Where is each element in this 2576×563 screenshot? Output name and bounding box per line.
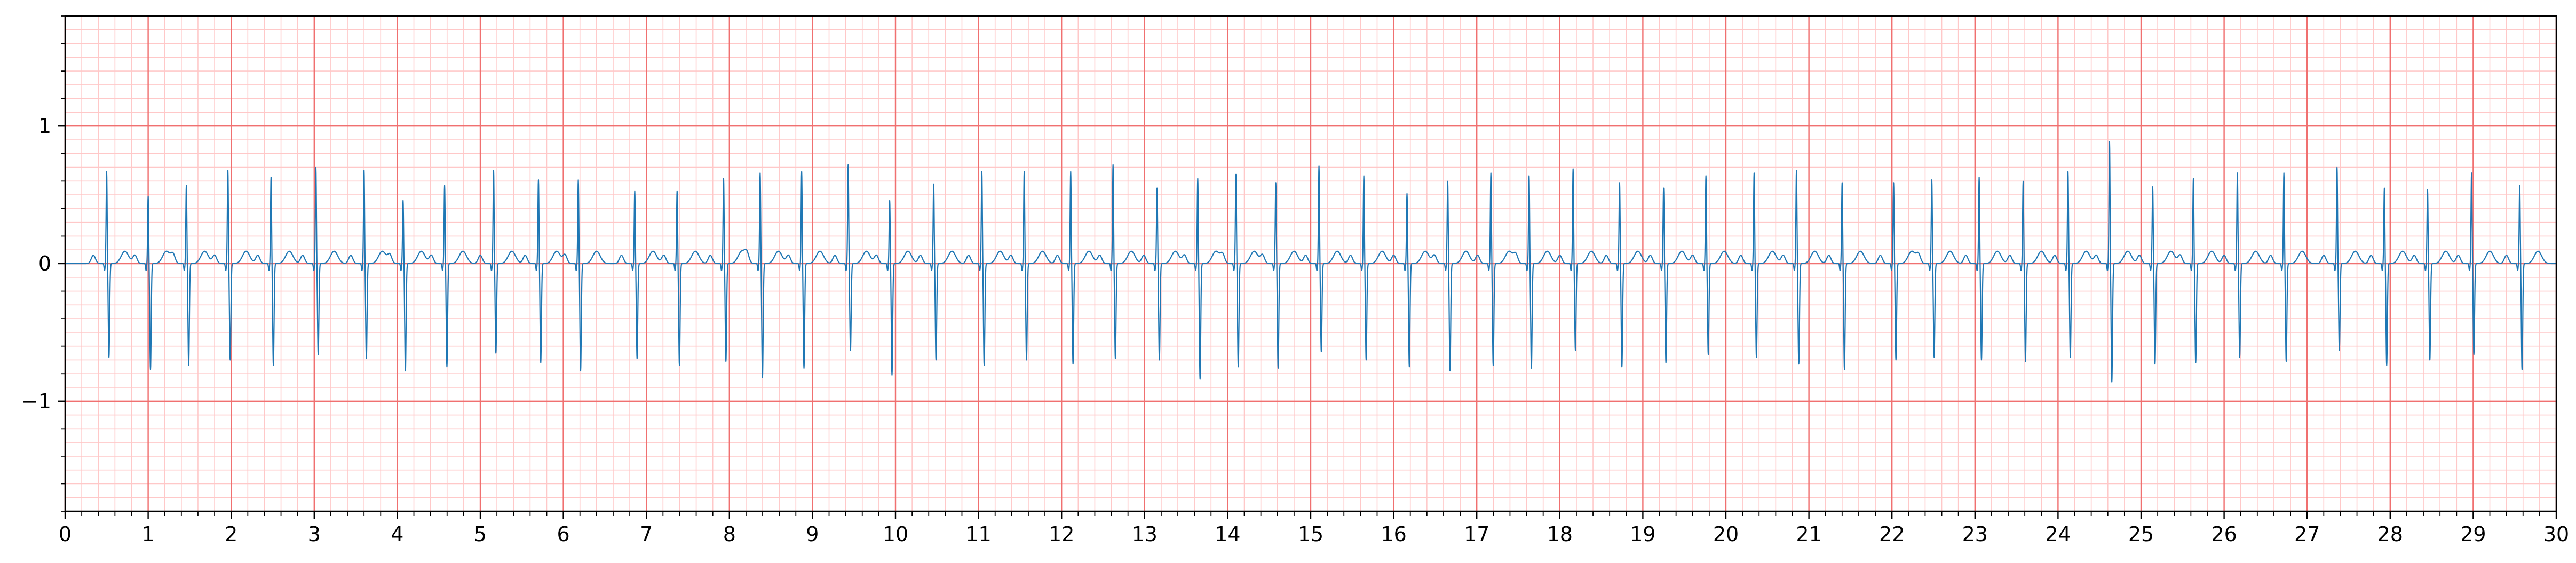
ecg-trace-line <box>65 140 2557 383</box>
x-tick-label: 22 <box>1879 522 1905 546</box>
x-tick-label: 14 <box>1215 522 1240 546</box>
x-tick-label: 0 <box>59 522 72 546</box>
y-axis: −1 0 1 <box>21 15 65 512</box>
y-tick-label: −1 <box>21 390 51 413</box>
x-tick-label: 23 <box>1962 522 1988 546</box>
x-tick-label: 12 <box>1049 522 1074 546</box>
x-tick-label: 20 <box>1713 522 1739 546</box>
x-tick-label: 13 <box>1132 522 1158 546</box>
x-tick-label: 15 <box>1298 522 1323 546</box>
y-tick-label: 0 <box>38 252 51 275</box>
x-tick-label: 3 <box>308 522 321 546</box>
y-tick-label: 1 <box>38 114 51 138</box>
x-tick-label: 5 <box>474 522 487 546</box>
x-tick-label: 17 <box>1464 522 1489 546</box>
x-tick-label: 7 <box>640 522 653 546</box>
x-tick-label: 11 <box>965 522 991 546</box>
x-axis: 0 1 2 3 4 5 6 7 8 9 10 11 12 13 14 15 16 17 18 19 20 21 22 23 24… <box>59 511 2569 546</box>
x-tick-label: 10 <box>883 522 908 546</box>
x-tick-label: 26 <box>2211 522 2237 546</box>
ecg-trace-layer <box>65 140 2557 383</box>
x-tick-label: 4 <box>391 522 403 546</box>
x-tick-label: 1 <box>142 522 155 546</box>
x-tick-label: 29 <box>2460 522 2486 546</box>
x-tick-label: 9 <box>806 522 819 546</box>
x-tick-label: 27 <box>2294 522 2320 546</box>
x-tick-label: 21 <box>1796 522 1821 546</box>
x-tick-label: 2 <box>225 522 237 546</box>
x-tick-label: 19 <box>1630 522 1655 546</box>
x-tick-label: 30 <box>2543 522 2569 546</box>
x-tick-label: 6 <box>557 522 570 546</box>
x-tick-label: 24 <box>2045 522 2071 546</box>
x-tick-label: 25 <box>2128 522 2154 546</box>
x-tick-label: 16 <box>1381 522 1406 546</box>
x-tick-label: 8 <box>723 522 736 546</box>
x-tick-label: 18 <box>1547 522 1573 546</box>
x-tick-label: 28 <box>2377 522 2403 546</box>
